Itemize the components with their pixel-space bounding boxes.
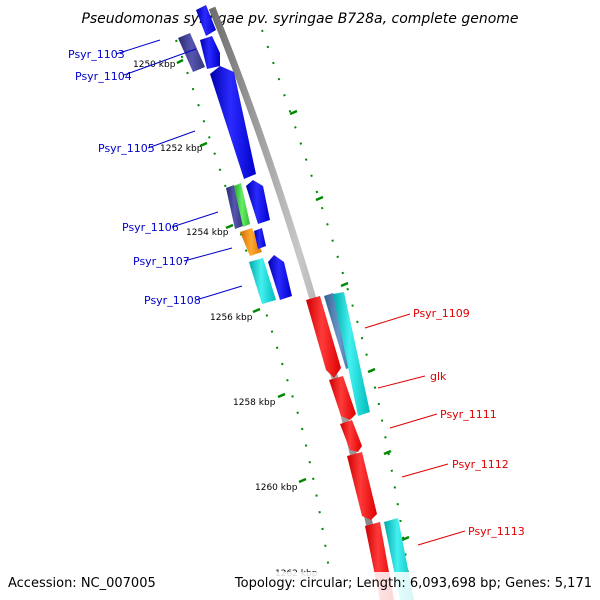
kbp-label: 1252 kbp [160, 144, 203, 154]
gene-label-psyr-1111[interactable]: Psyr_1111 [440, 408, 497, 421]
gene-label-psyr-1113[interactable]: Psyr_1113 [468, 525, 525, 538]
gene-label-psyr-1104[interactable]: Psyr_1104 [75, 70, 132, 83]
position-scale-line [175, 39, 333, 591]
gene-arrow-cyan-1[interactable] [333, 292, 370, 416]
kbp-label: 1254 kbp [186, 228, 229, 238]
footer-backdrop [0, 572, 600, 600]
gene-arrow-psyr-1107[interactable] [240, 228, 262, 256]
gene-label-psyr-1106[interactable]: Psyr_1106 [122, 221, 179, 234]
reverse-guide-line [261, 29, 411, 591]
gene-arrow-blue-6[interactable] [268, 255, 292, 300]
gene-arrow-psyr-1104[interactable] [200, 36, 220, 69]
gene-label-psyr-1112[interactable]: Psyr_1112 [452, 458, 509, 471]
gene-arrow-psyr-1112[interactable] [347, 452, 377, 520]
label-leaders [115, 39, 466, 546]
kbp-label: 1260 kbp [255, 483, 298, 493]
topology-text: Topology: circular; Length: 6,093,698 bp… [234, 576, 592, 591]
gene-arrow-psyr-1106[interactable] [246, 180, 270, 224]
kbp-label: 1250 kbp [133, 60, 176, 70]
gene-label-psyr-1107[interactable]: Psyr_1107 [133, 255, 190, 268]
gene-arrow-psyr-1108[interactable] [249, 258, 276, 304]
gene-label-psyr-1105[interactable]: Psyr_1105 [98, 142, 155, 155]
gene-label-psyr-1103[interactable]: Psyr_1103 [68, 48, 125, 61]
scale-ticks [176, 58, 410, 542]
gene-arrow-green[interactable] [234, 183, 250, 227]
map-title: Pseudomonas syringae pv. syringae B728a,… [81, 11, 518, 27]
gene-arrow-psyr-1105[interactable] [210, 66, 256, 179]
gene-arrow-psyr-1103[interactable] [196, 5, 216, 36]
kbp-label: 1258 kbp [233, 398, 276, 408]
gene-arrow-psyr-1109[interactable] [306, 296, 341, 378]
reverse-genes [306, 292, 414, 600]
gene-arrow-glk[interactable] [329, 376, 356, 420]
gene-arrow-psyr-1111[interactable] [340, 420, 362, 452]
forward-genes [178, 5, 292, 304]
gene-label-glk[interactable]: glk [430, 370, 447, 383]
gene-arrow-dark-1[interactable] [178, 33, 205, 72]
kbp-label: 1256 kbp [210, 313, 253, 323]
gene-label-psyr-1108[interactable]: Psyr_1108 [144, 294, 201, 307]
gene-arrow-orange-small[interactable] [254, 228, 266, 249]
accession-text: Accession: NC_007005 [8, 576, 156, 591]
gene-label-psyr-1109[interactable]: Psyr_1109 [413, 307, 470, 320]
gene-arrow-dark-2[interactable] [226, 185, 243, 229]
